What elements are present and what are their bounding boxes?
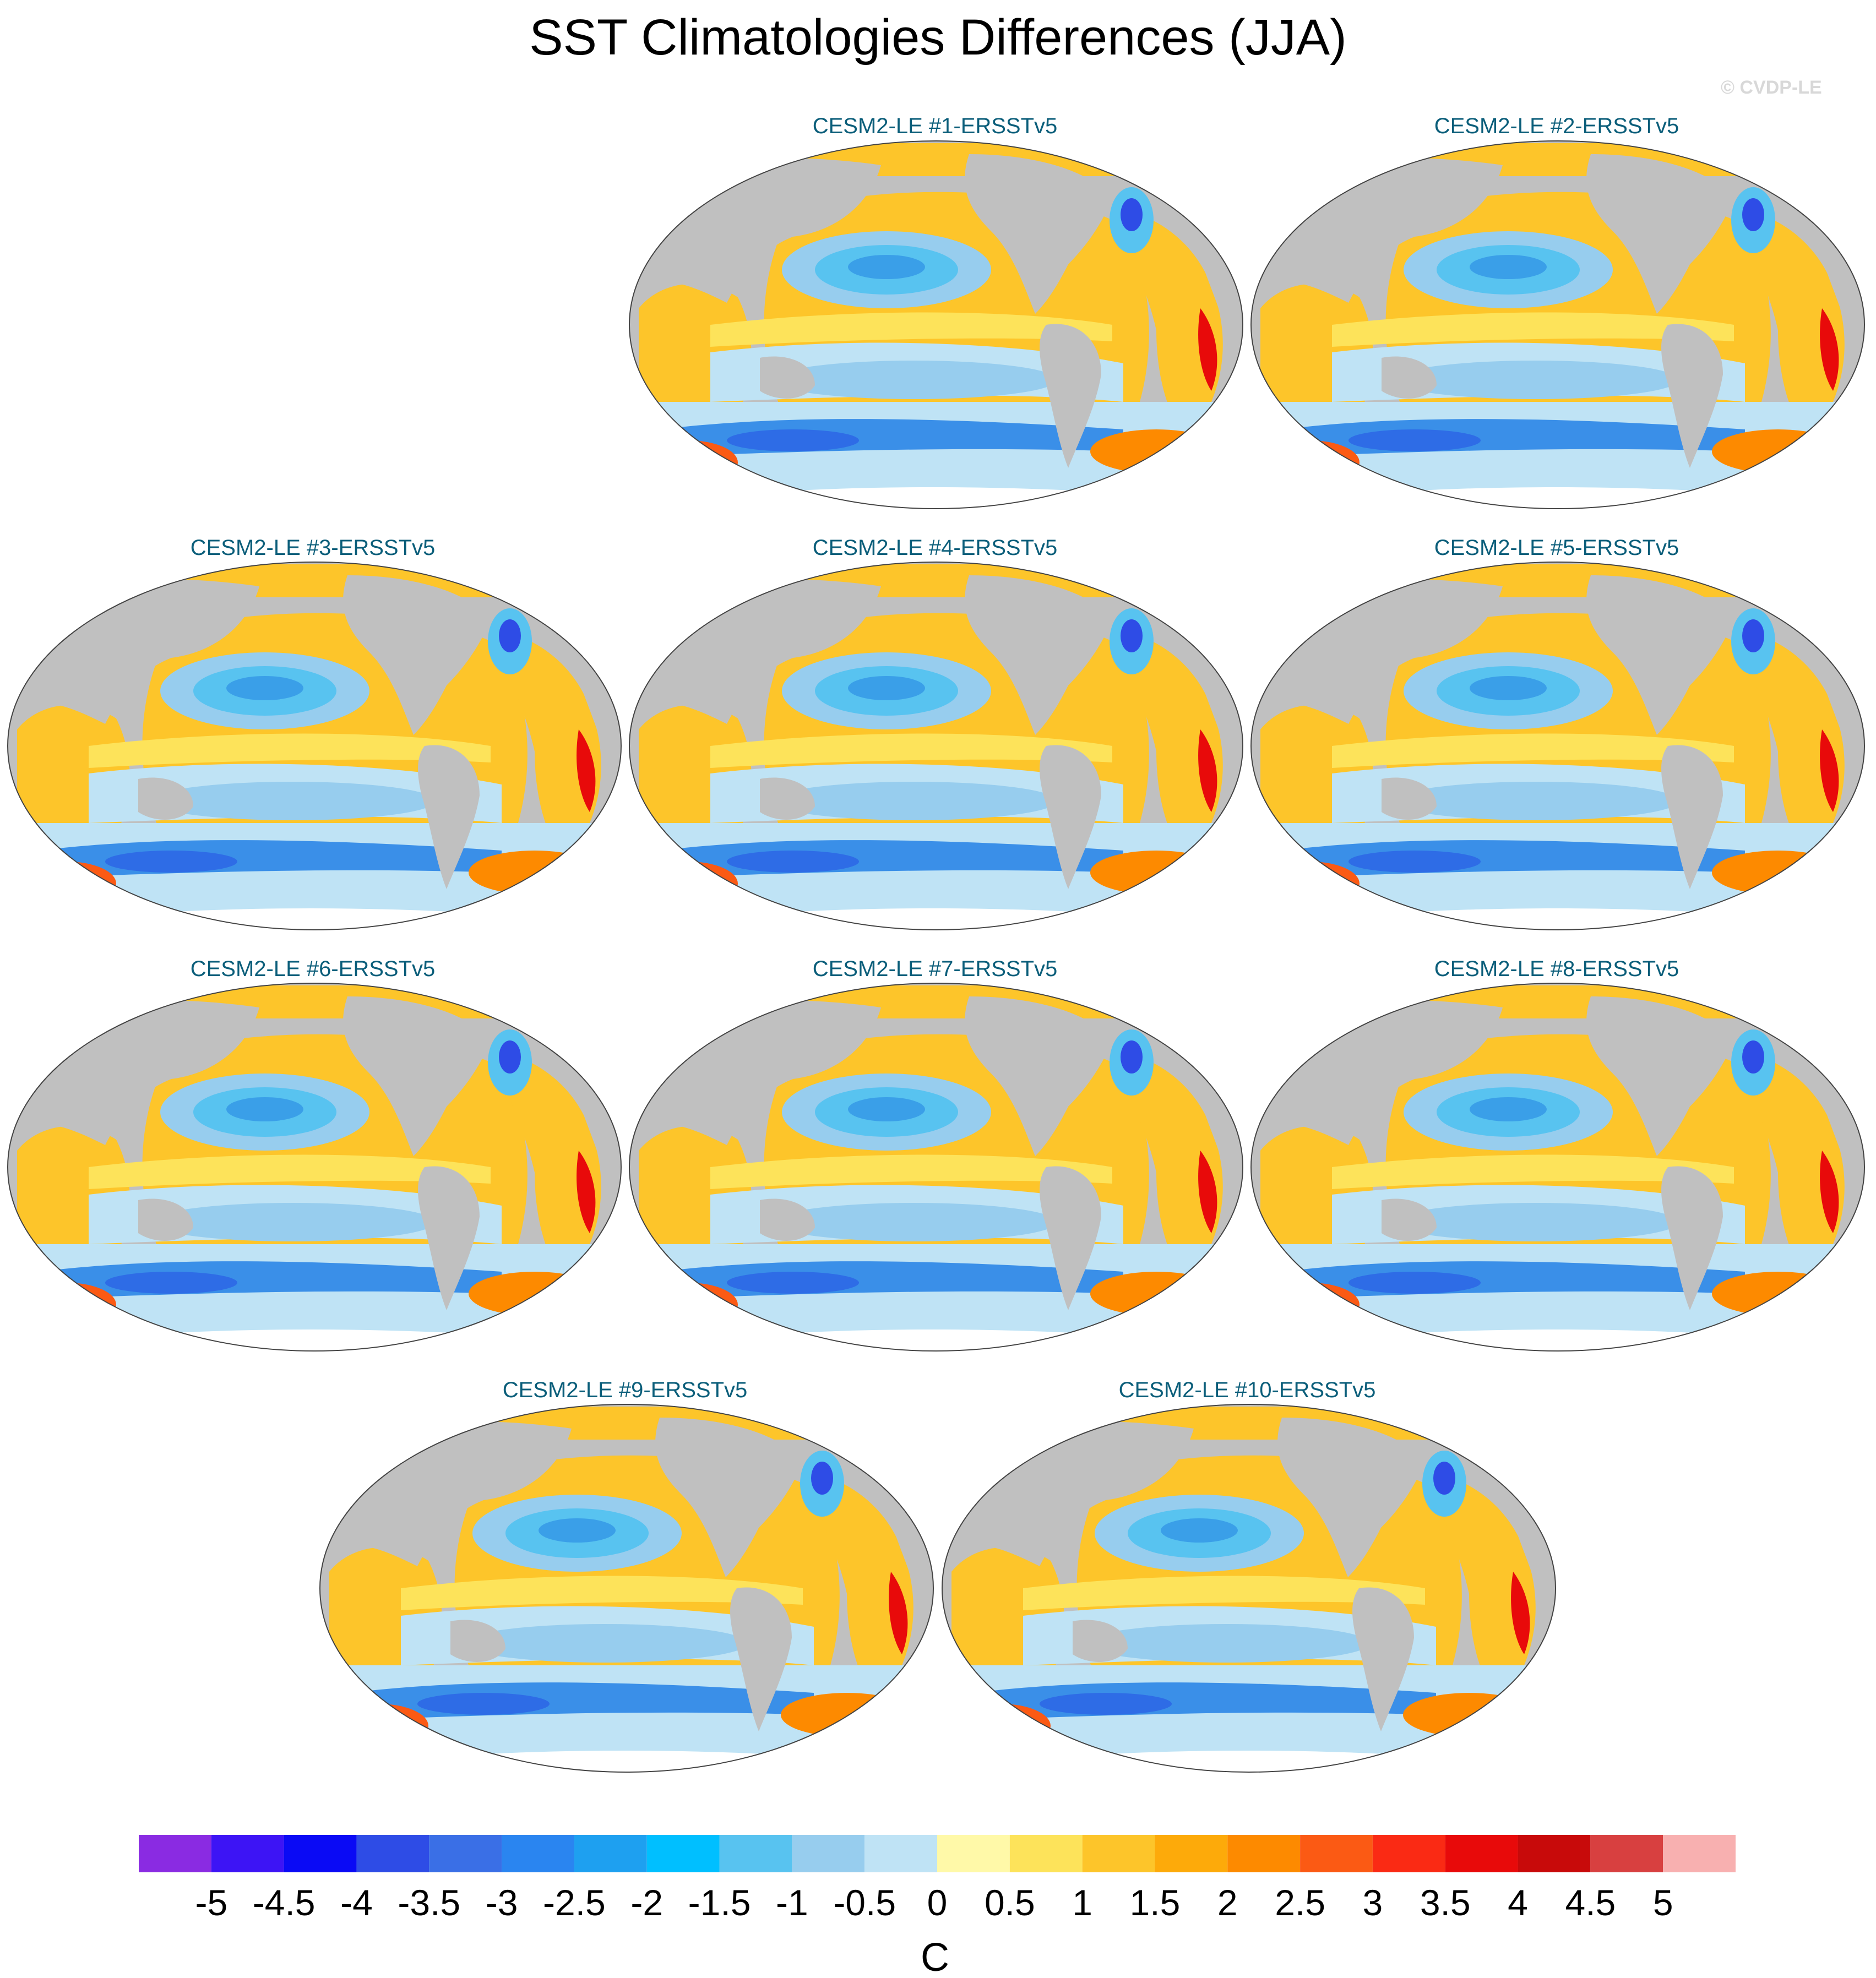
colorbar-tick-label: -0.5 [833,1882,896,1923]
colorbar-tick-label: -5 [195,1882,227,1923]
panel-5: CESM2-LE #5-ERSSTv5 [1249,536,1866,950]
colorbar-swatch [502,1835,574,1872]
colorbar-swatch [429,1835,502,1872]
colorbar-tick-label: 5 [1653,1882,1673,1923]
colorbar-tick-label: 3.5 [1420,1882,1471,1923]
colorbar-tick-label: -4.5 [253,1882,316,1923]
colorbar-tick-label: 2 [1217,1882,1238,1923]
panel-title-8: CESM2-LE #8-ERSSTv5 [1434,957,1679,981]
panel-title-2: CESM2-LE #2-ERSSTv5 [1434,114,1679,138]
panel-7: CESM2-LE #7-ERSSTv5 [628,957,1244,1371]
colorbar-swatch [574,1835,647,1872]
colorbar-swatch [284,1835,357,1872]
colorbar-tick-label: 1.5 [1130,1882,1181,1923]
colorbar-tick-label: -1 [776,1882,808,1923]
colorbar-swatch [864,1835,937,1872]
panel-title-9: CESM2-LE #9-ERSSTv5 [503,1378,748,1402]
panel-9: CESM2-LE #9-ERSSTv5 [318,1378,935,1792]
colorbar-swatch [1009,1835,1083,1872]
colorbar-tick-label: -2 [630,1882,663,1923]
colorbar-swatch [1590,1835,1663,1872]
panel-title-4: CESM2-LE #4-ERSSTv5 [813,536,1058,560]
colorbar-tick-label: 4 [1508,1882,1528,1923]
colorbar-tick-label: 2.5 [1275,1882,1325,1923]
panel-title-5: CESM2-LE #5-ERSSTv5 [1434,536,1679,560]
colorbar-swatch [646,1835,720,1872]
watermark: © CVDP-LE [1721,77,1822,98]
colorbar-tick-label: 0.5 [985,1882,1035,1923]
colorbar-swatch [1372,1835,1445,1872]
colorbar-swatch [1082,1835,1155,1872]
colorbar-swatches [139,1835,1736,1872]
colorbar-swatch [1300,1835,1373,1872]
map-panels: CESM2-LE #1-ERSSTv5 CESM2-LE #2-ERSSTv5 … [0,114,1876,1817]
panel-title-1: CESM2-LE #1-ERSSTv5 [813,114,1058,138]
colorbar-swatch [937,1835,1010,1872]
panel-title-6: CESM2-LE #6-ERSSTv5 [191,957,436,981]
colorbar-swatch [1227,1835,1301,1872]
colorbar-tick-label: 4.5 [1565,1882,1616,1923]
colorbar-tick-label: -3.5 [398,1882,460,1923]
panel-10: CESM2-LE #10-ERSSTv5 [940,1378,1557,1792]
colorbar-swatch [356,1835,429,1872]
colorbar-unit: C [921,1936,949,1978]
colorbar-swatch [1445,1835,1518,1872]
colorbar-swatch [792,1835,865,1872]
colorbar-tick-label: -2.5 [543,1882,606,1923]
panel-2: CESM2-LE #2-ERSSTv5 [1249,114,1866,528]
colorbar-tick-label: 0 [927,1882,948,1923]
colorbar-tick-label: 1 [1072,1882,1092,1923]
colorbar-tick-label: -1.5 [688,1882,751,1923]
panel-title-10: CESM2-LE #10-ERSSTv5 [1119,1378,1376,1402]
colorbar-swatch [211,1835,284,1872]
panel-3: CESM2-LE #3-ERSSTv5 [6,536,623,950]
panel-1: CESM2-LE #1-ERSSTv5 [628,114,1244,528]
colorbar-swatch [1518,1835,1591,1872]
colorbar-ticks: -5 -4.5 -4 -3.5 -3 -2.5 -2 -1.5 -1 -0.5 0 0.5 1 1.5 2 2… [195,1882,1673,1923]
panel-title-7: CESM2-LE #7-ERSSTv5 [813,957,1058,981]
panel-title-3: CESM2-LE #3-ERSSTv5 [191,536,436,560]
colorbar-swatch [139,1835,211,1872]
colorbar-tick-label: -3 [486,1882,518,1923]
panel-6: CESM2-LE #6-ERSSTv5 [6,957,623,1371]
colorbar-swatch [719,1835,792,1872]
colorbar-tick-label: 3 [1363,1882,1383,1923]
colorbar-swatch [1663,1835,1736,1872]
panel-4: CESM2-LE #4-ERSSTv5 [628,536,1244,950]
figure-title: SST Climatologies Differences (JJA) [529,9,1347,66]
colorbar-swatch [1155,1835,1228,1872]
panel-8: CESM2-LE #8-ERSSTv5 [1249,957,1866,1371]
colorbar-tick-label: -4 [340,1882,373,1923]
